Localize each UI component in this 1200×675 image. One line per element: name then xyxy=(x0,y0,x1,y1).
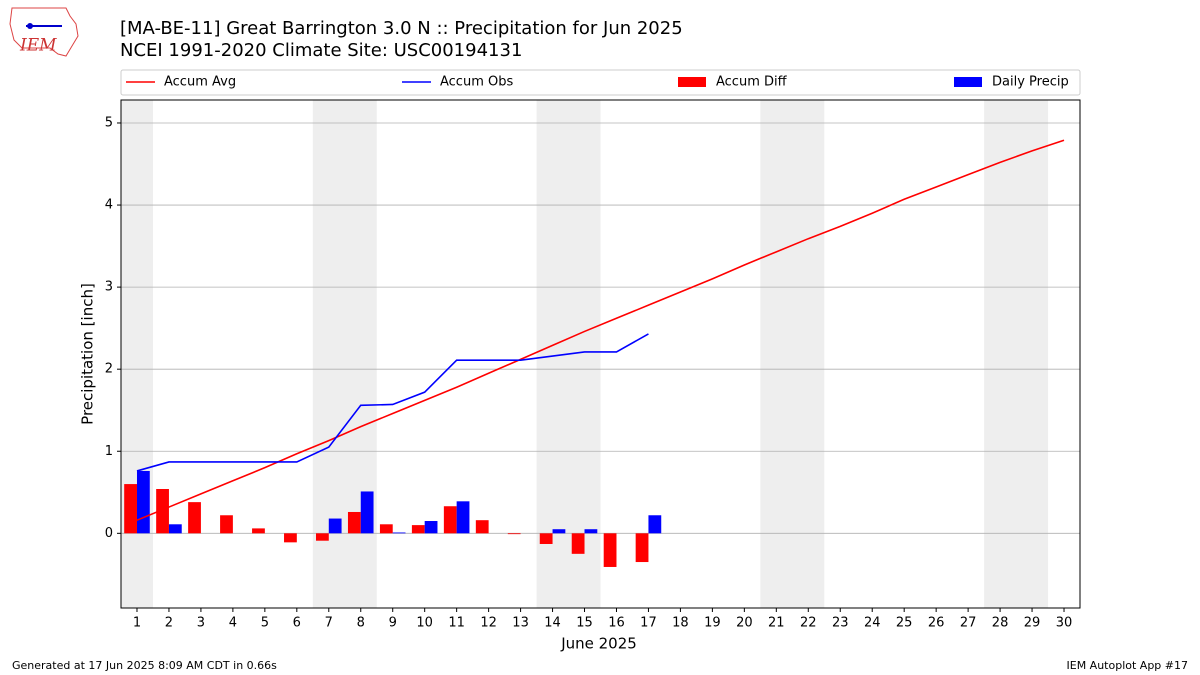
x-tick-label: 16 xyxy=(608,616,625,631)
footer-right: IEM Autoplot App #17 xyxy=(1067,659,1189,672)
line xyxy=(136,139,1065,521)
bar xyxy=(124,484,137,534)
x-tick-label: 17 xyxy=(640,616,657,631)
legend-label: Accum Diff xyxy=(716,75,788,90)
bar xyxy=(284,533,297,543)
line xyxy=(136,333,649,472)
y-tick-label: 1 xyxy=(105,444,113,459)
weekend-shade xyxy=(984,100,1049,608)
bar xyxy=(648,515,662,534)
bar xyxy=(443,506,457,534)
logo-text: IEM xyxy=(19,36,57,56)
x-tick-label: 8 xyxy=(357,616,365,631)
x-tick-label: 29 xyxy=(1024,616,1041,631)
bar xyxy=(136,470,150,534)
x-tick-label: 6 xyxy=(293,616,301,631)
bar xyxy=(552,529,566,534)
x-tick-label: 14 xyxy=(544,616,561,631)
x-tick-label: 24 xyxy=(864,616,881,631)
bar xyxy=(379,524,393,534)
bar xyxy=(456,501,470,534)
x-tick-label: 4 xyxy=(229,616,237,631)
bar xyxy=(475,520,489,534)
x-tick-label: 26 xyxy=(928,616,945,631)
bar xyxy=(507,533,521,535)
bar xyxy=(220,515,233,534)
x-tick-label: 13 xyxy=(512,616,529,631)
x-tick-label: 12 xyxy=(480,616,497,631)
y-tick-label: 5 xyxy=(105,115,113,130)
x-tick-label: 18 xyxy=(672,616,689,631)
bar xyxy=(360,491,374,534)
y-tick-label: 0 xyxy=(105,526,113,541)
x-tick-label: 20 xyxy=(736,616,753,631)
x-tick-label: 5 xyxy=(261,616,269,631)
bar xyxy=(571,533,585,554)
legend-label: Daily Precip xyxy=(992,75,1069,90)
x-tick-label: 30 xyxy=(1056,616,1073,631)
y-tick-label: 3 xyxy=(105,280,113,295)
bar xyxy=(603,533,617,567)
x-tick-label: 3 xyxy=(197,616,205,631)
bar xyxy=(539,533,553,544)
x-tick-label: 7 xyxy=(325,616,333,631)
legend-label: Accum Avg xyxy=(164,75,236,90)
logo-mark xyxy=(27,23,33,29)
x-tick-label: 28 xyxy=(992,616,1009,631)
bar xyxy=(411,525,425,534)
legend-swatch xyxy=(678,77,706,87)
legend-swatch xyxy=(954,77,982,87)
x-tick-label: 21 xyxy=(768,616,785,631)
legend xyxy=(120,69,1081,96)
bar xyxy=(392,532,406,534)
x-tick-label: 2 xyxy=(165,616,173,631)
bar xyxy=(188,502,201,534)
bar xyxy=(424,521,438,534)
footer-left: Generated at 17 Jun 2025 8:09 AM CDT in … xyxy=(12,659,277,672)
y-axis-label: Precipitation [inch] xyxy=(79,283,97,425)
bar xyxy=(584,529,598,534)
logo-outline xyxy=(9,7,79,57)
x-tick-label: 10 xyxy=(416,616,433,631)
logo: IEM xyxy=(9,7,79,57)
x-tick-label: 11 xyxy=(448,616,465,631)
x-tick-label: 25 xyxy=(896,616,913,631)
y-tick-label: 4 xyxy=(105,198,113,213)
x-tick-label: 23 xyxy=(832,616,849,631)
bar xyxy=(315,533,329,541)
chart-title: [MA-BE-11] Great Barrington 3.0 N :: Pre… xyxy=(120,18,683,39)
bar xyxy=(252,528,265,534)
bar xyxy=(347,511,361,534)
plot-frame xyxy=(120,99,1081,609)
bar xyxy=(156,489,169,534)
weekend-shade xyxy=(760,100,825,608)
x-tick-label: 9 xyxy=(389,616,397,631)
bar xyxy=(168,524,182,534)
x-axis-label: June 2025 xyxy=(560,635,637,653)
bar xyxy=(635,533,649,563)
x-tick-label: 15 xyxy=(576,616,593,631)
x-tick-label: 27 xyxy=(960,616,977,631)
bar xyxy=(328,518,342,534)
legend-label: Accum Obs xyxy=(440,75,513,90)
chart-subtitle: NCEI 1991-2020 Climate Site: USC00194131 xyxy=(120,40,522,61)
x-tick-label: 19 xyxy=(704,616,721,631)
x-tick-label: 22 xyxy=(800,616,817,631)
x-tick-label: 1 xyxy=(133,616,141,631)
y-tick-label: 2 xyxy=(105,362,113,377)
